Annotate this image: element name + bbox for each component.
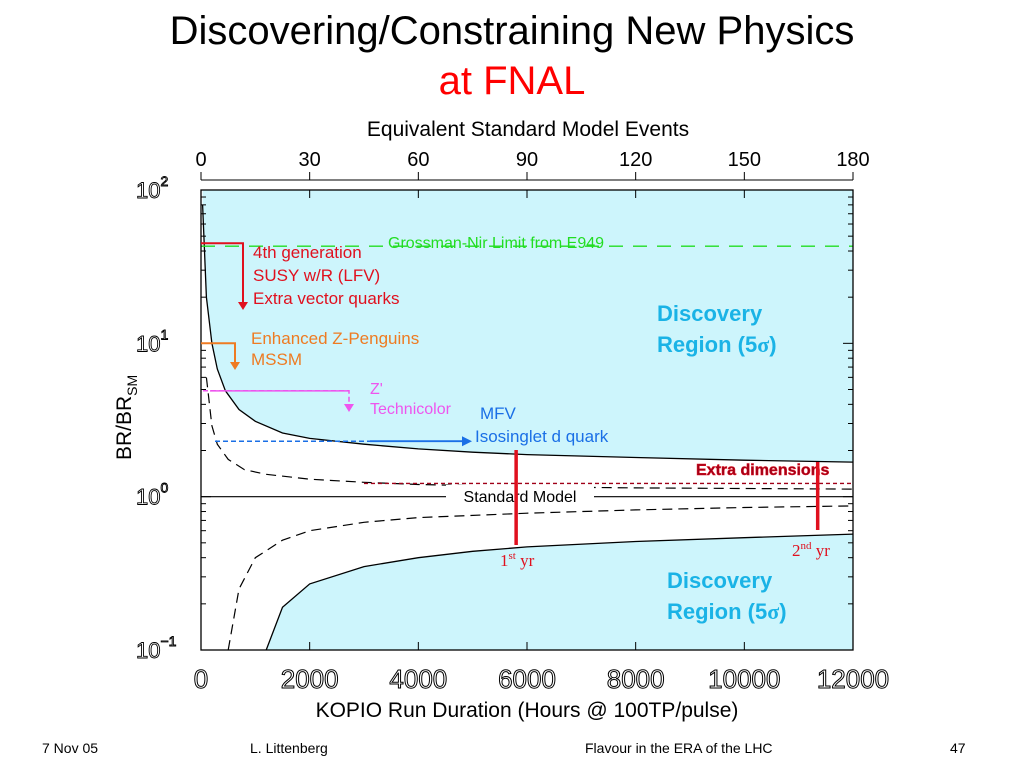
y-tick-base: 10 bbox=[136, 331, 160, 356]
discovery-region-label: Discovery bbox=[667, 568, 773, 593]
top-tick-label: 90 bbox=[516, 149, 538, 171]
sigma-symbol: σ bbox=[757, 332, 769, 357]
year-marker-unit: yr bbox=[516, 551, 535, 570]
model-label: Extra vector quarks bbox=[253, 289, 399, 308]
model-label: Technicolor bbox=[370, 401, 452, 418]
y-tick-exponent: −1 bbox=[160, 633, 176, 649]
x-tick-label: 4000 bbox=[389, 664, 447, 694]
slide-subtitle: at FNAL bbox=[438, 59, 586, 103]
year-marker-suffix: st bbox=[509, 550, 516, 562]
boundary-curve-upper bbox=[201, 204, 853, 463]
discovery-region-upper bbox=[202, 190, 853, 463]
model-bracket-red bbox=[201, 242, 244, 302]
discovery-region-label-2: Region (5σ) bbox=[657, 332, 777, 357]
year-marker-label: 1st yr bbox=[500, 550, 535, 570]
standard-model-label: Standard Model bbox=[464, 489, 577, 506]
region-text: Region (5 bbox=[657, 332, 757, 357]
x-tick-label: 6000 bbox=[498, 664, 556, 694]
top-tick-label: 150 bbox=[728, 149, 761, 171]
model-label: Isosinglet d quark bbox=[475, 427, 609, 446]
y-tick-label: 101 bbox=[136, 326, 168, 356]
y-axis-label-main: BR/BR bbox=[113, 396, 136, 460]
model-arrow-red bbox=[238, 302, 248, 310]
y-tick-label: 102 bbox=[136, 173, 168, 203]
discovery-region-lower bbox=[266, 534, 853, 650]
model-label: 4th generation bbox=[253, 243, 362, 262]
year-marker-number: 2 bbox=[792, 541, 801, 560]
year-marker-suffix: nd bbox=[801, 540, 813, 552]
x-tick-label: 0 bbox=[194, 664, 208, 694]
region-text-close: ) bbox=[779, 599, 786, 624]
y-tick-base: 10 bbox=[136, 485, 160, 510]
grossman-nir-label: Grossman-Nir Limit from E949 bbox=[388, 235, 604, 252]
region-text-close: ) bbox=[769, 332, 776, 357]
footer-author: L. Littenberg bbox=[250, 740, 328, 756]
y-tick-base: 10 bbox=[136, 178, 160, 203]
footer-page: 47 bbox=[950, 740, 966, 756]
boundary-curve-lower bbox=[265, 533, 853, 650]
y-tick-label: 10−1 bbox=[136, 633, 177, 663]
top-axis-label: Equivalent Standard Model Events bbox=[367, 118, 689, 141]
model-bracket-orange bbox=[201, 342, 236, 362]
year-marker-number: 1 bbox=[500, 551, 509, 570]
slide-title: Discovering/Constraining New Physics bbox=[169, 9, 855, 53]
top-tick-label: 0 bbox=[195, 149, 206, 171]
sigma-symbol: σ bbox=[767, 599, 779, 624]
top-tick-label: 60 bbox=[407, 149, 429, 171]
y-tick-label: 100 bbox=[136, 480, 168, 510]
discovery-region-label-2: Region (5σ) bbox=[667, 599, 787, 624]
y-tick-base: 10 bbox=[136, 638, 160, 663]
bottom-axis-label: KOPIO Run Duration (Hours @ 100TP/pulse) bbox=[316, 699, 739, 722]
model-label: Enhanced Z-Penguins bbox=[251, 329, 419, 348]
footer-date: 7 Nov 05 bbox=[42, 740, 99, 756]
top-tick-label: 180 bbox=[836, 149, 869, 171]
model-label: SUSY w/R (LFV) bbox=[253, 266, 380, 285]
model-arrow-orange bbox=[230, 362, 240, 370]
y-tick-exponent: 1 bbox=[160, 326, 168, 342]
footer-event: Flavour in the ERA of the LHC bbox=[585, 740, 773, 756]
x-tick-label: 10000 bbox=[708, 664, 780, 694]
top-tick-label: 120 bbox=[619, 149, 652, 171]
x-tick-label: 2000 bbox=[281, 664, 339, 694]
discovery-region-label: Discovery bbox=[657, 301, 763, 326]
y-tick-exponent: 0 bbox=[160, 480, 168, 496]
region-text: Region (5 bbox=[667, 599, 767, 624]
year-marker-label: 2nd yr bbox=[792, 540, 830, 560]
x-tick-label: 12000 bbox=[817, 664, 889, 694]
year-marker-unit: yr bbox=[812, 541, 831, 560]
y-axis-label-sub: SM bbox=[124, 375, 140, 396]
y-axis-label: BR/BRSM bbox=[113, 375, 140, 460]
dashed-curve-upper bbox=[205, 377, 853, 490]
extra-dimensions-label: Extra dimensions bbox=[696, 462, 829, 479]
model-arrow-magenta bbox=[344, 404, 354, 412]
dashed-curve-lower bbox=[227, 505, 853, 650]
top-tick-label: 30 bbox=[299, 149, 321, 171]
chart: 0 2000 4000 6000 8000 10000 1200010210110010−1… bbox=[113, 118, 890, 722]
y-tick-exponent: 2 bbox=[160, 173, 168, 189]
model-label: Z' bbox=[370, 381, 383, 398]
model-label: MSSM bbox=[251, 350, 302, 369]
x-tick-label: 8000 bbox=[607, 664, 665, 694]
standard-model-label-bg bbox=[446, 485, 594, 507]
model-label: MFV bbox=[480, 404, 517, 423]
model-arrow-blue bbox=[462, 436, 472, 447]
